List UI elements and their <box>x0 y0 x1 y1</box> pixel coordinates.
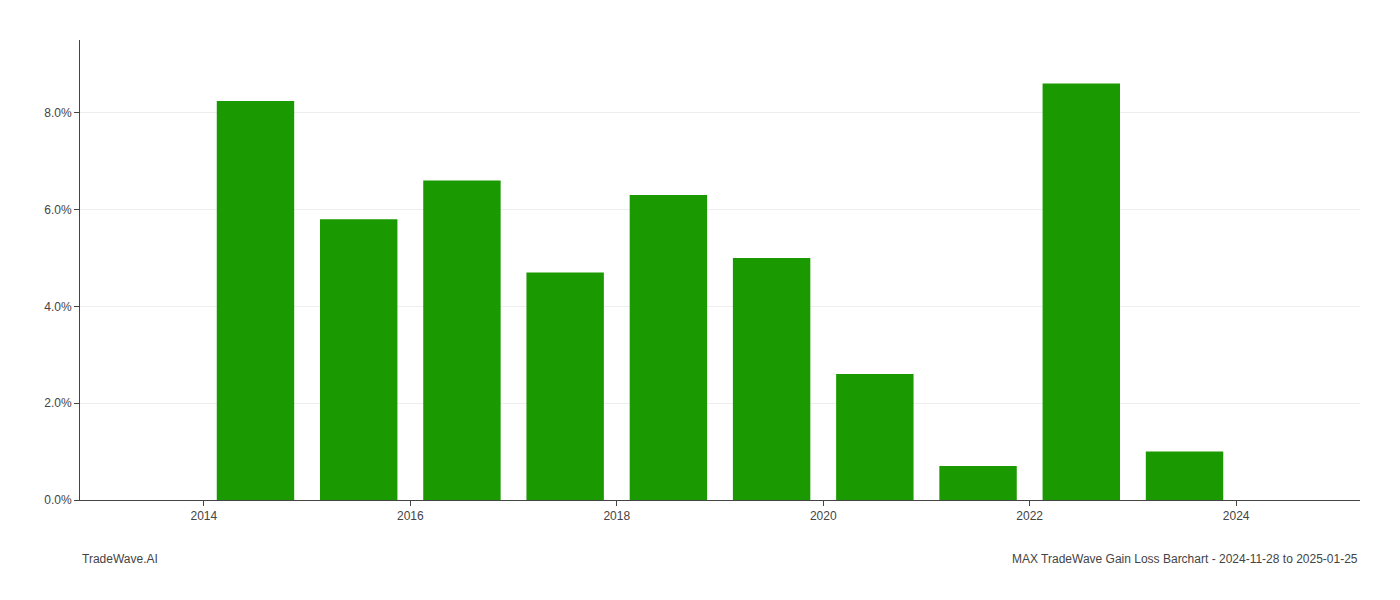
svg-text:8.0%: 8.0% <box>44 106 72 120</box>
svg-text:0.0%: 0.0% <box>44 493 72 507</box>
svg-text:2024: 2024 <box>1223 509 1250 523</box>
svg-text:2018: 2018 <box>603 509 630 523</box>
svg-text:2016: 2016 <box>397 509 424 523</box>
svg-text:2014: 2014 <box>191 509 218 523</box>
svg-text:TradeWave.AI: TradeWave.AI <box>82 552 158 566</box>
svg-text:2020: 2020 <box>810 509 837 523</box>
svg-text:2022: 2022 <box>1016 509 1043 523</box>
svg-text:6.0%: 6.0% <box>44 203 72 217</box>
svg-text:MAX TradeWave Gain Loss Barcha: MAX TradeWave Gain Loss Barchart - 2024-… <box>1012 552 1358 566</box>
svg-text:2.0%: 2.0% <box>44 396 72 410</box>
svg-text:4.0%: 4.0% <box>44 300 72 314</box>
